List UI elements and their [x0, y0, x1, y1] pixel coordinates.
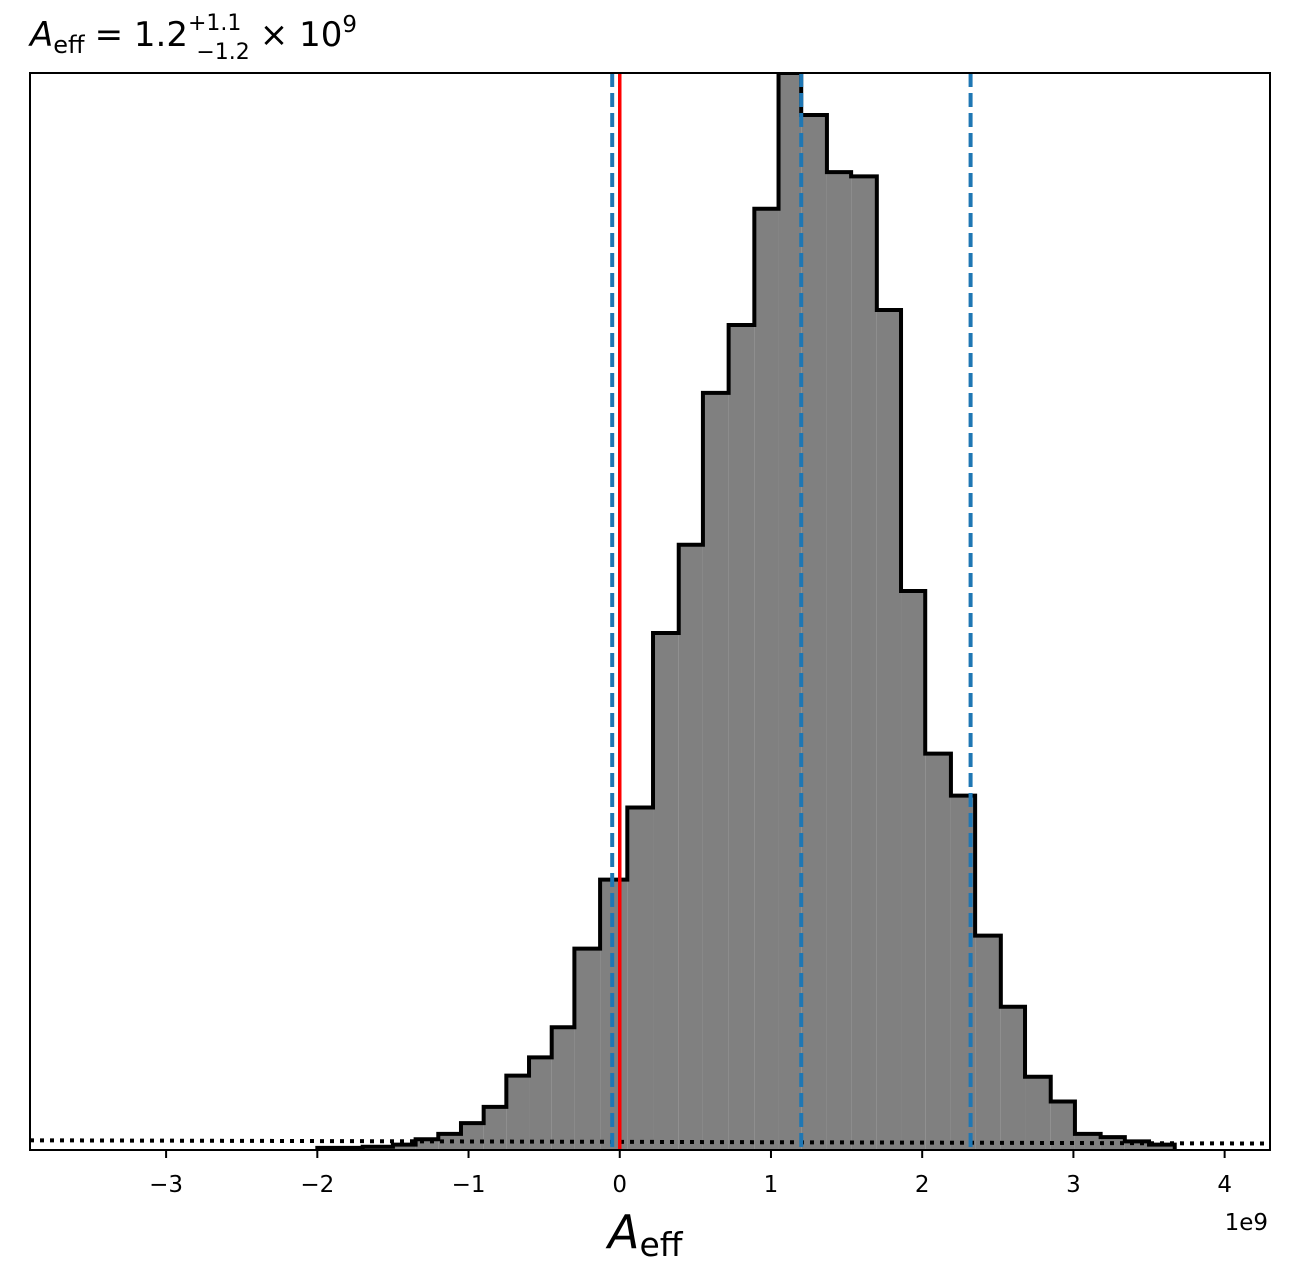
x-axis-offset-label: 1e9 — [1225, 1210, 1268, 1236]
x-tick-label: 0 — [612, 1172, 627, 1198]
axes-frame — [29, 72, 1271, 1151]
histogram-bar — [438, 1133, 461, 1150]
x-axis-label: Aeff — [605, 1205, 684, 1264]
histogram-bar — [851, 176, 877, 1150]
x-tick-label: 4 — [1217, 1172, 1232, 1198]
title-sub: −1.2 — [196, 40, 249, 65]
title-times: × 10 — [260, 15, 343, 55]
x-tick-label: 3 — [1066, 1172, 1081, 1198]
histogram-bar — [627, 807, 654, 1150]
histogram-bar — [551, 1027, 575, 1150]
title-sup: +1.1 — [188, 11, 241, 36]
x-tick-label: −1 — [452, 1172, 486, 1198]
x-axis-ticks: −3 −2 −1 0 1 2 3 4 — [149, 1150, 1232, 1198]
histogram-bar — [1025, 1076, 1051, 1150]
x-tick-label: 1 — [764, 1172, 779, 1198]
x-tick-label: −2 — [300, 1172, 334, 1198]
histogram-bar — [925, 753, 951, 1150]
title-exponent: 9 — [342, 12, 357, 38]
histogram-bar — [1074, 1133, 1101, 1150]
histogram-bar — [529, 1057, 552, 1150]
title-symbol-sub: eff — [53, 31, 85, 59]
histogram-bar — [975, 935, 1001, 1150]
plot-layer — [30, 73, 1270, 1150]
histogram-bar — [826, 172, 852, 1150]
prior-line — [30, 1138, 1270, 1146]
histogram-bar — [653, 633, 679, 1150]
histogram-bar — [754, 208, 779, 1150]
histogram-bar — [574, 948, 601, 1150]
x-tick-label: −3 — [149, 1172, 183, 1198]
histogram-bar — [483, 1106, 507, 1150]
histogram-bar — [702, 392, 729, 1150]
histogram-bar — [506, 1075, 530, 1150]
histogram-bar — [392, 1144, 416, 1150]
plot-area — [30, 73, 1270, 1150]
histogram-bar — [1124, 1141, 1150, 1150]
histogram-bar — [460, 1123, 484, 1150]
histogram-bar — [415, 1139, 439, 1150]
title-symbol: A — [28, 15, 53, 55]
histogram-bar — [1149, 1144, 1175, 1150]
x-axis-label-sub: eff — [639, 1225, 683, 1264]
histogram-bar — [1000, 1006, 1026, 1150]
histogram-outline — [315, 73, 1177, 1150]
histogram-bar — [876, 309, 902, 1150]
x-tick-label: 2 — [915, 1172, 930, 1198]
histogram-bar — [678, 544, 703, 1150]
title-equals: = 1.2 — [95, 15, 188, 55]
histogram-bar — [901, 591, 926, 1150]
chart-title: Aeff = 1.2+1.1 −1.2 × 109 — [28, 11, 357, 65]
histogram-bar — [728, 325, 755, 1150]
x-axis-label-symbol: A — [605, 1205, 639, 1259]
histogram-bar — [778, 73, 802, 1150]
histogram-bar — [801, 115, 827, 1150]
